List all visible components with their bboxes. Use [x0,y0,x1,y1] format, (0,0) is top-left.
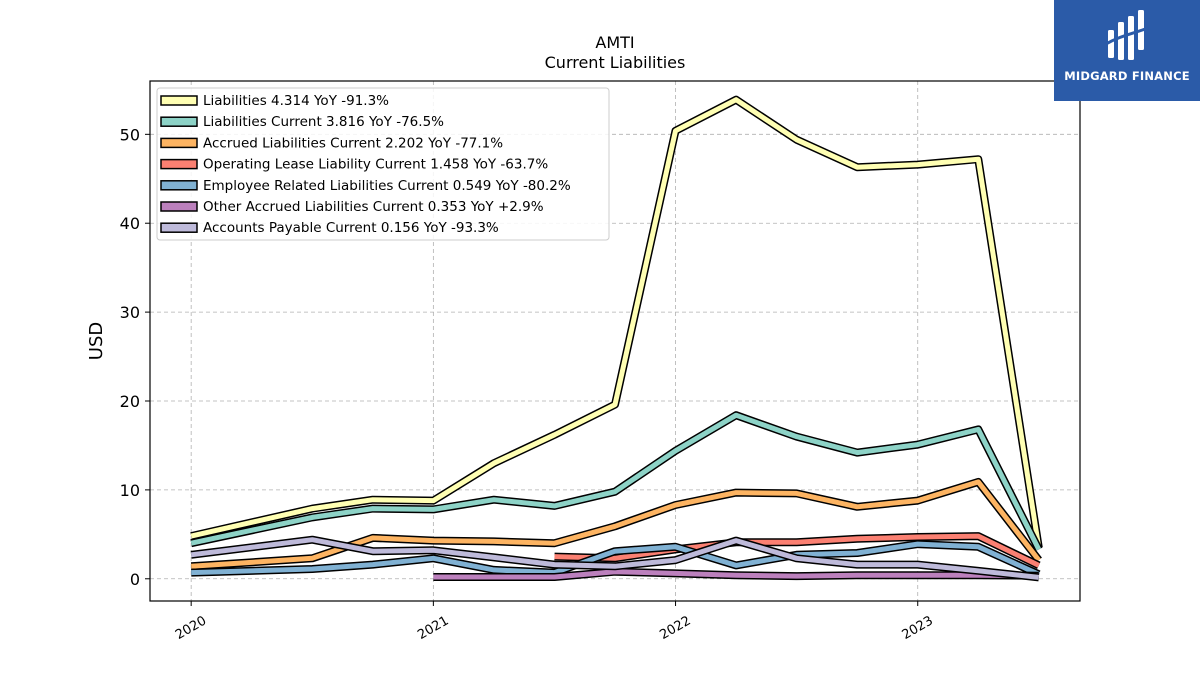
legend-label: Accrued Liabilities Current 2.202 YoY -7… [203,135,503,151]
series-line-stroke [190,412,1042,551]
y-tick-label: 50 [120,125,140,144]
brand-name: MIDGARD FINANCE [1064,69,1190,83]
legend-item: Employee Related Liabilities Current 0.5… [160,178,571,194]
legend-swatch [160,137,198,149]
legend-swatch [160,180,198,191]
legend-swatch [160,158,198,170]
series-line [554,532,1041,570]
y-tick-label: 30 [120,303,140,322]
legend-item: Other Accrued Liabilities Current 0.353 … [160,199,544,215]
x-axis-ticks: 2020 2021 2022 2023 [173,601,936,643]
legend-label: Accounts Payable Current 0.156 YoY -93.3… [203,220,499,236]
y-axis-ticks: 0 10 20 30 40 50 [120,125,150,589]
y-tick-label: 20 [120,392,140,411]
x-tick-label: 2023 [900,613,936,643]
legend-swatch [160,201,198,212]
series-line [190,95,1043,549]
series-line-stroke [554,533,1040,568]
series-line-stroke [190,537,1040,580]
series-line-stroke [433,569,1039,580]
series-line [191,540,1041,578]
series-line [190,477,1042,571]
x-tick-label: 2022 [657,613,693,643]
y-tick-label: 10 [120,481,140,500]
legend-item: Liabilities 4.314 YoY -91.3% [160,93,389,109]
legend: Liabilities 4.314 YoY -91.3% Liabilities … [156,87,610,241]
y-axis-label: USD [86,322,107,360]
legend-label: Employee Related Liabilities Current 0.5… [203,178,571,194]
midgard-logo-icon [1105,10,1149,60]
series-line [190,535,1040,582]
y-tick-label: 0 [130,570,140,589]
y-tick-label: 40 [120,214,140,233]
legend-box [156,87,610,241]
series-line-stroke [191,479,1041,569]
series-lines [190,95,1043,582]
chart-title: AMTI [595,33,634,52]
x-tick-label: 2020 [173,613,209,643]
series-line-stroke [190,97,1042,549]
series-line-stroke [191,541,1040,577]
series-line [433,567,1039,581]
legend-swatch [160,222,198,233]
legend-item: Accounts Payable Current 0.156 YoY -93.3… [160,220,499,236]
legend-label: Operating Lease Liability Current 1.458 … [203,157,548,173]
legend-item: Operating Lease Liability Current 1.458 … [160,157,548,173]
legend-swatch [160,116,198,127]
legend-label: Other Accrued Liabilities Current 0.353 … [203,199,544,215]
x-tick-label: 2021 [415,613,451,643]
chart-subtitle: Current Liabilities [545,53,686,72]
legend-item: Liabilities Current 3.816 YoY -76.5% [160,114,444,130]
plot-frame [149,80,1081,602]
legend-label: Liabilities Current 3.816 YoY -76.5% [203,114,444,130]
series-line [190,411,1043,552]
legend-swatch [160,95,198,106]
legend-label: Liabilities 4.314 YoY -91.3% [203,93,389,109]
brand-logo: MIDGARD FINANCE [1054,0,1200,101]
legend-item: Accrued Liabilities Current 2.202 YoY -7… [160,135,503,151]
